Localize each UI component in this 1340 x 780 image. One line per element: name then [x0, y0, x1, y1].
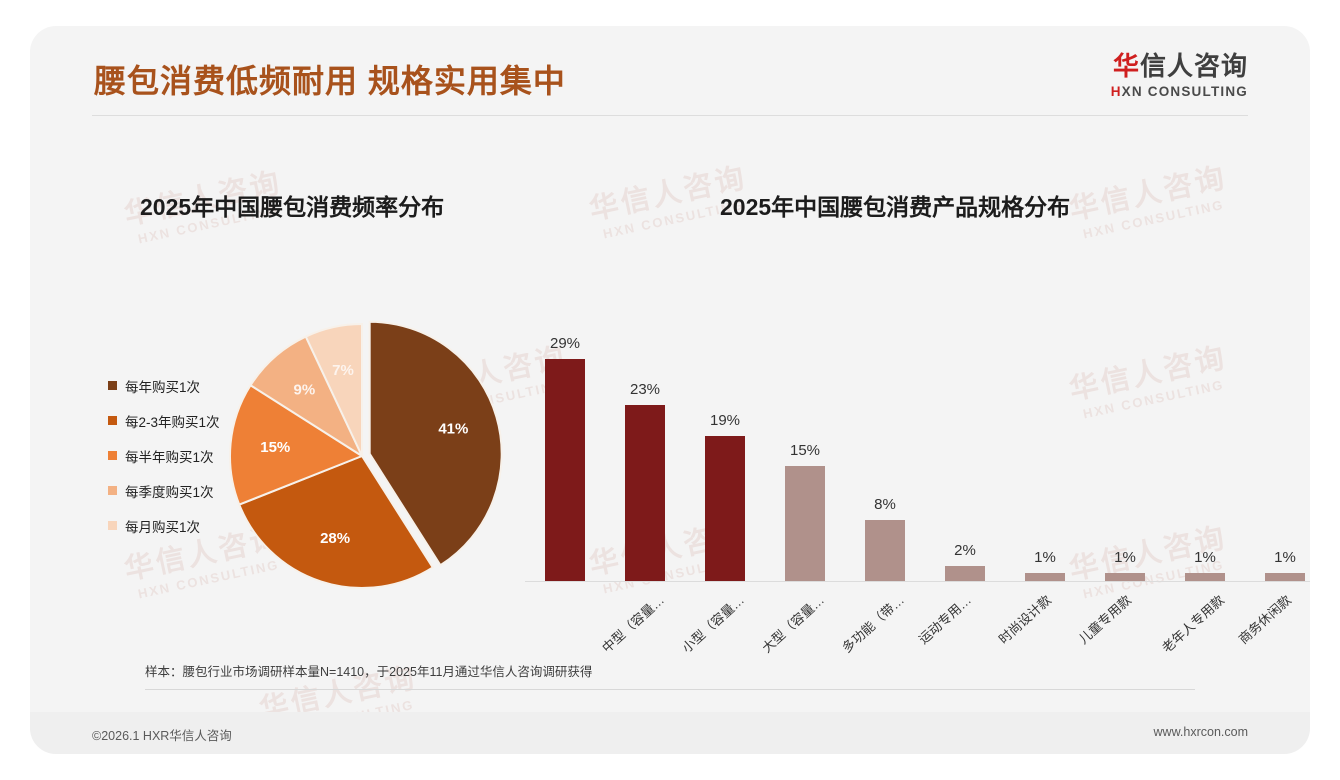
company-logo: 华信人咨询 HXN CONSULTING	[1111, 52, 1248, 99]
pie-chart: 41% 28% 15% 9% 7%	[220, 314, 504, 598]
footer-bar: ©2026.1 HXR华信人咨询 www.hxrcon.com	[30, 712, 1310, 754]
bar-value-label: 1%	[1034, 549, 1056, 567]
header-divider	[92, 115, 1248, 116]
legend-label: 每月购买1次	[125, 519, 201, 535]
bar-value-label: 1%	[1274, 549, 1296, 567]
bar-value-label: 8%	[874, 495, 896, 513]
bar-column[interactable]: 29% 中型（容量…	[525, 306, 667, 656]
bar-category-label: 大型（容量…	[759, 592, 828, 656]
bar-column[interactable]: 19% 大型（容量…	[685, 306, 827, 656]
pie-slice[interactable]	[229, 383, 365, 506]
logo-english-accent: H	[1110, 83, 1122, 99]
legend-item[interactable]: 每年购买1次	[108, 368, 278, 403]
bar-chart-axis-line	[525, 581, 1310, 582]
page-title: 腰包消费低频耐用 规格实用集中	[94, 63, 566, 99]
pie-chart-title: 2025年中国腰包消费频率分布	[140, 194, 445, 220]
bar-value-label: 15%	[789, 442, 821, 460]
bar-column[interactable]: 1% 商务休闲款	[1165, 306, 1294, 647]
legend-swatch	[108, 521, 117, 530]
legend-item[interactable]: 每半年购买1次	[108, 438, 278, 473]
bar-rect[interactable]	[705, 435, 745, 581]
legend-label: 每年购买1次	[125, 379, 201, 395]
legend-swatch	[108, 381, 117, 390]
bar-column[interactable]: 1% 儿童专用款	[1005, 306, 1134, 647]
pie-slice-label: 9%	[294, 382, 316, 399]
legend-item[interactable]: 每月购买1次	[108, 508, 278, 543]
sample-note: 样本：腰包行业市场调研样本量N=1410，于2025年11月通过华信人咨询调研获…	[145, 661, 1195, 690]
pie-slice-label: 15%	[260, 439, 290, 456]
bar-value-label: 1%	[1114, 549, 1136, 567]
bar-category-label: 中型（容量…	[599, 592, 668, 656]
bar-category-label: 儿童专用款	[1075, 592, 1135, 647]
legend-swatch	[108, 486, 117, 495]
pie-legend: 每年购买1次每2-3年购买1次 每半年购买1次 每季度购买1次 每月购买1次	[108, 368, 278, 543]
bar-rect[interactable]	[1265, 573, 1305, 581]
bar-column[interactable]: 2% 时尚设计款	[925, 306, 1054, 647]
charts-area: 2025年中国腰包消费频率分布 2025年中国腰包消费产品规格分布 每年购买1次…	[30, 136, 1310, 676]
pie-slice[interactable]	[368, 320, 503, 567]
bar-category-label: 时尚设计款	[995, 592, 1055, 647]
legend-label: 每季度购买1次	[125, 484, 214, 500]
bar-chart-title: 2025年中国腰包消费产品规格分布	[720, 194, 1071, 220]
bar-rect[interactable]	[1025, 573, 1065, 581]
legend-label: 每2-3年购买1次	[125, 414, 220, 430]
logo-english-rest: XN CONSULTING	[1121, 83, 1248, 99]
bar-column[interactable]: 23% 小型（容量…	[605, 306, 747, 656]
legend-swatch	[108, 416, 117, 425]
bar-rect[interactable]	[945, 565, 985, 581]
legend-item[interactable]: 每季度购买1次	[108, 473, 278, 508]
bar-value-label: 23%	[629, 380, 661, 398]
logo-english: HXN CONSULTING	[1111, 84, 1248, 99]
bar-rect[interactable]	[625, 404, 665, 581]
bar-value-label: 1%	[1194, 549, 1216, 567]
logo-chinese: 华信人咨询	[1111, 52, 1248, 81]
bar-column[interactable]: 15% 多功能（带…	[765, 306, 907, 656]
bar-chart-plot: 29% 中型（容量… 23% 小型（容量… 19% 大型（容量… 15% 多功能（带… 8% 运动…	[525, 306, 1310, 656]
footer-website: www.hxrcon.com	[1153, 725, 1248, 739]
bar-rect[interactable]	[1105, 573, 1145, 581]
footer-copyright: ©2026.1 HXR华信人咨询	[92, 729, 232, 743]
bar-category-label: 小型（容量…	[679, 592, 748, 656]
bar-category-label: 商务休闲款	[1235, 592, 1295, 647]
bar-category-label: 老年人专用款	[1159, 592, 1228, 656]
bar-value-label: 29%	[549, 334, 581, 352]
bar-value-label: 2%	[954, 541, 976, 559]
bar-rect[interactable]	[865, 519, 905, 581]
bar-category-label: 运动专用…	[915, 592, 975, 647]
logo-chinese-accent: 华	[1112, 51, 1140, 81]
bar-value-label: 19%	[709, 411, 741, 429]
bar-column[interactable]: 8% 运动专用…	[845, 306, 974, 647]
pie-slice-label: 28%	[320, 530, 350, 547]
bar-rect[interactable]	[1185, 573, 1225, 581]
legend-label: 每半年购买1次	[125, 449, 214, 465]
pie-slice-label: 41%	[438, 420, 468, 437]
logo-chinese-rest: 信人咨询	[1139, 51, 1248, 81]
bar-category-label: 多功能（带…	[839, 592, 908, 656]
bar-column[interactable]: 1% 老年人专用款	[1085, 306, 1227, 656]
legend-item[interactable]: 每2-3年购买1次	[108, 403, 278, 438]
slide-frame: 华信人咨询 HXN CONSULTING 华信人咨询 HXN CONSULTING 华信…	[30, 26, 1310, 754]
bar-column[interactable]: 1%户外探险款	[1245, 306, 1310, 581]
pie-slice[interactable]	[304, 322, 363, 457]
pie-chart-svg: 41% 28% 15% 9% 7%	[229, 320, 503, 589]
pie-slice[interactable]	[237, 454, 435, 589]
legend-swatch	[108, 451, 117, 460]
slide-header: 腰包消费低频耐用 规格实用集中 华信人咨询 HXN CONSULTING	[30, 26, 1310, 122]
bar-rect[interactable]	[785, 466, 825, 581]
pie-slice-label: 7%	[332, 362, 354, 379]
bar-rect[interactable]	[545, 358, 585, 581]
bar-chart: 29% 中型（容量… 23% 小型（容量… 19% 大型（容量… 15% 多功能（带… 8% 运动…	[525, 306, 1310, 681]
